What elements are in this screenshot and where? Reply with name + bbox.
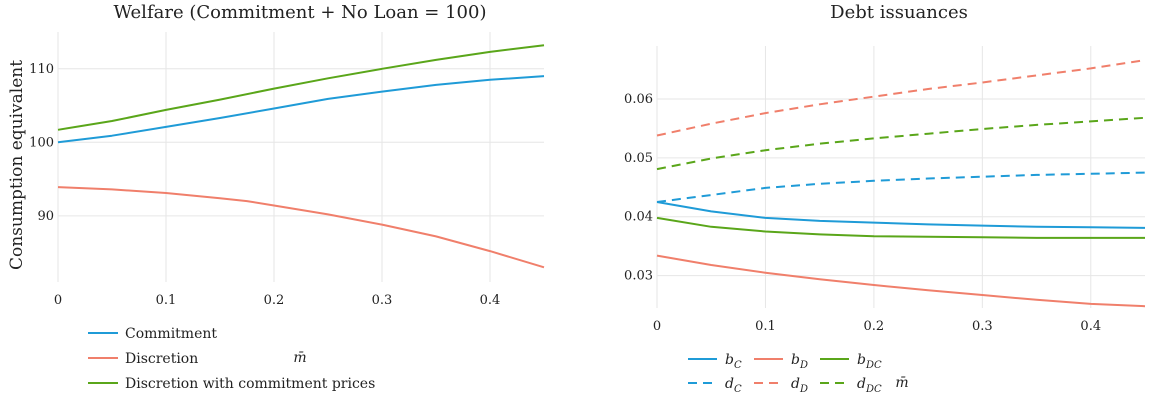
debt-y-tick-label: 0.05	[624, 151, 653, 166]
debt-legend-label: bC	[725, 352, 742, 371]
welfare-y-tick-label: 100	[29, 135, 54, 150]
debt-chart-title: Debt issuances	[830, 2, 968, 23]
debt-x-tick-label: 0.2	[864, 319, 885, 334]
welfare-x-tick-label: 0.4	[480, 293, 501, 308]
debt-legend-symbol: b	[857, 352, 866, 368]
debt-series-line-b-c	[656, 201, 1146, 229]
debt-y-tick-label: 0.04	[624, 210, 653, 225]
debt-legend-subscript: D	[799, 384, 808, 395]
debt-series-line-d-c	[656, 171, 1146, 203]
welfare-series-line-discretion	[57, 186, 545, 269]
debt-x-tick-label: 0	[653, 319, 661, 334]
debt-legend-label: dC	[725, 376, 742, 395]
debt-legend-symbol: d	[791, 376, 800, 392]
debt-x-tick-label: 0.3	[972, 319, 993, 334]
debt-legend-label: bD	[791, 352, 808, 371]
welfare-x-axis-label: m̄	[293, 350, 306, 366]
debt-x-tick-label: 0.4	[1080, 319, 1101, 334]
welfare-chart: Welfare (Commitment + No Loan = 100) Con…	[7, 2, 545, 392]
debt-series-line-b-d	[656, 254, 1146, 308]
welfare-y-tick-label: 90	[37, 209, 54, 224]
debt-series-line-d-dc	[656, 116, 1146, 171]
debt-legend-subscript: D	[799, 360, 808, 371]
welfare-legend: Commitment Discretion Discretion with comm…	[88, 326, 375, 392]
welfare-y-tick-label: 110	[29, 62, 54, 77]
debt-x-axis-label: m̄	[895, 375, 908, 391]
welfare-chart-title: Welfare (Commitment + No Loan = 100)	[114, 2, 487, 23]
debt-legend-subscript: C	[734, 360, 742, 371]
debt-legend-label: dD	[791, 376, 808, 395]
debt-legend-symbol: b	[791, 352, 800, 368]
debt-chart: Debt issuances m̄ 0 0.1 0.2 0.3 0.4 0.03 0.04 0…	[624, 2, 1146, 395]
debt-legend-symbol: d	[857, 376, 866, 392]
debt-legend-symbol: b	[725, 352, 734, 368]
debt-x-tick-label: 0.1	[755, 319, 776, 334]
debt-series-line-b-dc	[656, 216, 1145, 239]
welfare-legend-label: Commitment	[125, 326, 217, 342]
debt-series-line-d-d	[656, 59, 1146, 137]
debt-y-tick-label: 0.06	[624, 92, 653, 107]
welfare-x-tick-label: 0.3	[372, 293, 393, 308]
welfare-series-line-discretion-with-commitment-prices	[57, 44, 545, 131]
welfare-x-tick-label: 0	[54, 293, 62, 308]
welfare-x-tick-label: 0.1	[156, 293, 177, 308]
debt-legend-subscript: DC	[865, 360, 882, 371]
welfare-legend-label: Discretion with commitment prices	[125, 376, 375, 392]
debt-legend-label: bDC	[857, 352, 882, 371]
welfare-x-tick-label: 0.2	[264, 293, 285, 308]
welfare-legend-label: Discretion	[125, 351, 198, 367]
debt-legend-subscript: C	[734, 384, 742, 395]
debt-legend-symbol: d	[725, 376, 734, 392]
debt-legend-subscript: DC	[865, 384, 882, 395]
welfare-y-axis-label: Consumption equivalent	[7, 60, 27, 270]
debt-legend-label: dDC	[857, 376, 882, 395]
debt-y-tick-label: 0.03	[624, 269, 653, 284]
welfare-series-line-commitment	[57, 75, 545, 144]
